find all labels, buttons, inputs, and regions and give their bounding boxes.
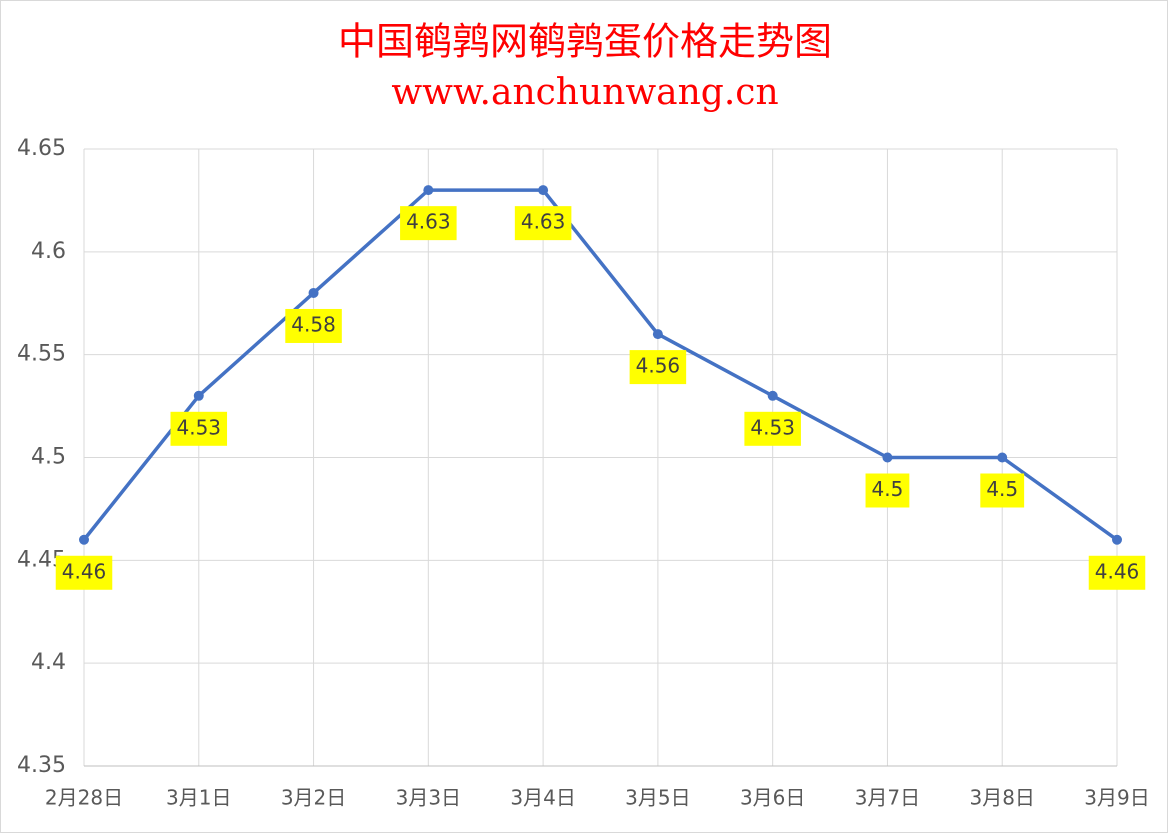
point: [79, 534, 89, 545]
point: [1112, 534, 1122, 545]
data-label: 4.53: [750, 415, 795, 439]
x-tick-label: 3月2日: [281, 786, 346, 810]
data-label-bg: [980, 473, 1025, 508]
data-label-bg: [629, 350, 687, 385]
data-label: 4.58: [291, 312, 336, 336]
point: [767, 390, 778, 401]
point: [997, 452, 1008, 463]
x-tick-label: 3月3日: [396, 786, 461, 810]
point: [538, 185, 549, 196]
data-label: 4.46: [62, 559, 107, 583]
y-tick-label: 4.35: [17, 753, 66, 778]
y-tick-label: 4.55: [17, 342, 66, 367]
data-label-bg: [1088, 555, 1146, 590]
y-tick-label: 4.65: [17, 136, 66, 161]
point: [308, 287, 319, 298]
data-label-bg: [400, 206, 457, 241]
chart-title: 中国鹌鹑网鹌鹑蛋价格走势图: [338, 20, 832, 64]
x-tick-label: 3月4日: [510, 786, 575, 810]
data-label-bg: [55, 555, 113, 590]
x-tick-label: 3月8日: [969, 786, 1034, 810]
data-label: 4.53: [177, 415, 222, 439]
data-label: 4.63: [406, 210, 451, 234]
point: [423, 185, 434, 196]
chart-subtitle: www.anchunwang.cn: [391, 72, 778, 113]
data-label: 4.5: [986, 477, 1018, 501]
data-label-bg: [865, 473, 910, 508]
data-label: 4.46: [1095, 559, 1140, 583]
x-tick-label: 3月6日: [740, 786, 805, 810]
data-label-bg: [285, 308, 342, 343]
y-tick-label: 4.5: [31, 445, 66, 470]
x-tick-label: 2月28日: [45, 786, 123, 810]
x-tick-label: 3月5日: [625, 786, 690, 810]
data-label-bg: [744, 411, 801, 446]
data-label: 4.63: [521, 210, 566, 234]
data-label-bg: [514, 206, 572, 241]
y-tick-label: 4.6: [31, 239, 66, 264]
data-label: 4.5: [872, 477, 904, 501]
data-label: 4.56: [636, 354, 681, 378]
x-tick-label: 3月7日: [855, 786, 920, 810]
point: [193, 390, 204, 401]
point: [652, 329, 663, 340]
point: [882, 452, 893, 463]
data-label-bg: [170, 411, 228, 446]
line: [82, 188, 1119, 542]
x-tick-label: 3月1日: [166, 786, 231, 810]
y-tick-label: 4.4: [31, 650, 66, 675]
x-tick-label: 3月9日: [1084, 786, 1149, 810]
